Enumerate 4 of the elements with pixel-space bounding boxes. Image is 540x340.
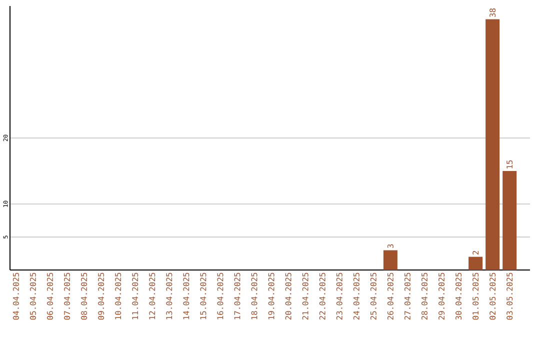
bar [383,250,398,270]
bar [468,256,483,270]
bar [502,171,517,270]
bar [486,19,500,270]
